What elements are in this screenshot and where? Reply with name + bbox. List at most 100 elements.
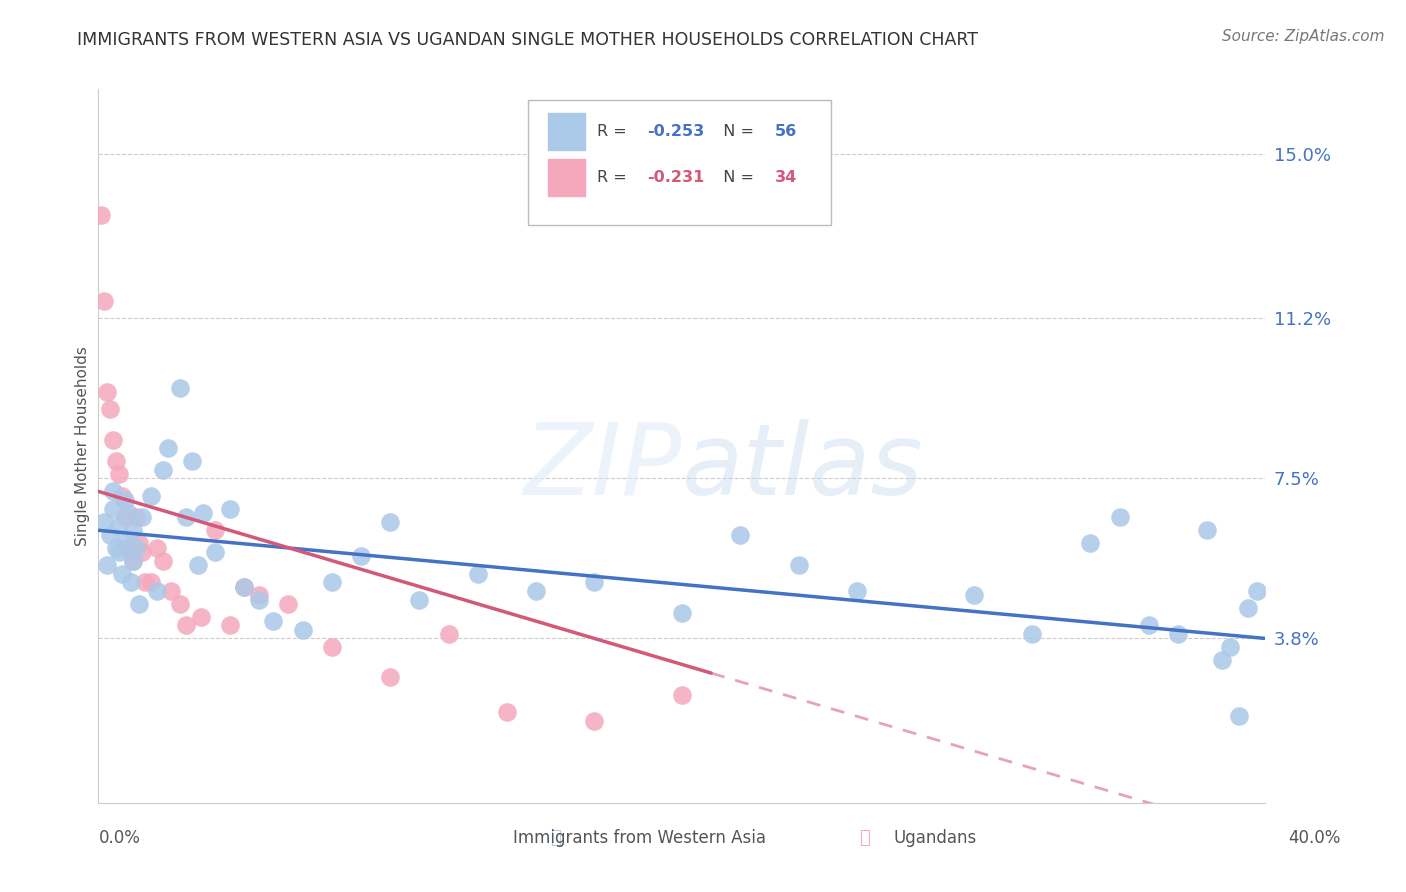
Text: IMMIGRANTS FROM WESTERN ASIA VS UGANDAN SINGLE MOTHER HOUSEHOLDS CORRELATION CHA: IMMIGRANTS FROM WESTERN ASIA VS UGANDAN … [77,31,979,49]
Point [108,545,131,559]
Point [1219,640,1241,654]
Point [125,510,148,524]
Point [204,545,226,559]
Bar [548,112,585,150]
Point [114,493,136,508]
Text: N =: N = [713,124,759,139]
Point [233,580,256,594]
Text: 40.0%: 40.0% [1288,829,1341,847]
Point [120,575,142,590]
Point [108,519,131,533]
Point [408,592,430,607]
Text: Ugandans: Ugandans [893,829,977,847]
Point [93,515,115,529]
Point [218,618,240,632]
Point [128,536,150,550]
Point [193,506,215,520]
Point [101,484,124,499]
Text: ZIP: ZIP [523,419,682,516]
Text: N =: N = [713,170,759,186]
Point [233,580,256,594]
Point [277,597,299,611]
Point [1167,627,1189,641]
Point [114,536,136,550]
Point [671,688,693,702]
Point [180,454,202,468]
Point [108,467,131,482]
Point [671,606,693,620]
Point [350,549,373,564]
Point [101,501,124,516]
Point [1108,510,1130,524]
Point [146,541,169,555]
Point [496,705,519,719]
Point [104,454,127,468]
Point [174,618,197,632]
Point [122,524,145,538]
Point [321,640,343,654]
Point [146,583,169,598]
Point [131,545,153,559]
Point [204,524,226,538]
Point [380,670,402,684]
Point [962,588,984,602]
Point [117,541,139,555]
Point [114,510,136,524]
Point [247,592,270,607]
Point [98,527,121,541]
Point [90,208,112,222]
Point [122,553,145,567]
Y-axis label: Single Mother Households: Single Mother Households [75,346,90,546]
Text: 56: 56 [775,124,797,139]
Point [96,384,118,399]
Point [846,583,869,598]
Point [117,506,139,520]
Point [1211,653,1233,667]
Point [583,714,606,728]
Point [583,575,606,590]
Point [437,627,460,641]
Point [128,597,150,611]
Point [524,583,547,598]
Point [111,489,134,503]
Point [152,553,174,567]
Point [139,575,162,590]
Text: Immigrants from Western Asia: Immigrants from Western Asia [513,829,766,847]
FancyBboxPatch shape [527,100,831,225]
Point [1080,536,1102,550]
Point [134,575,156,590]
Point [131,510,153,524]
Point [1021,627,1043,641]
Point [1137,618,1160,632]
Text: atlas: atlas [682,419,924,516]
Text: Source: ZipAtlas.com: Source: ZipAtlas.com [1222,29,1385,44]
Point [321,575,343,590]
Point [169,597,191,611]
Point [247,588,270,602]
Point [120,545,142,559]
Point [380,515,402,529]
Point [122,553,145,567]
Point [160,583,183,598]
Point [1227,709,1250,723]
Point [125,541,148,555]
Text: -0.253: -0.253 [647,124,704,139]
Point [111,566,134,581]
Point [139,489,162,503]
Point [291,623,314,637]
Point [787,558,810,572]
Point [187,558,209,572]
Text: R =: R = [596,170,631,186]
Bar [548,159,585,196]
Point [1237,601,1260,615]
Point [96,558,118,572]
Point [104,541,127,555]
Point [101,433,124,447]
Point [157,441,180,455]
Text: R =: R = [596,124,631,139]
Text: 34: 34 [775,170,797,186]
Point [98,402,121,417]
Point [93,294,115,309]
Text: ⬛: ⬛ [859,829,870,847]
Point [730,527,752,541]
